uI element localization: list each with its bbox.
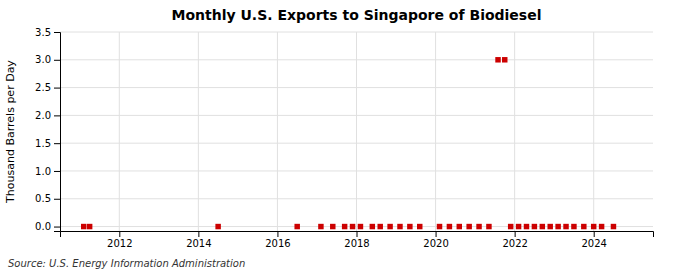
point (555, 224, 560, 229)
y-axis-tick: 1.5 (35, 138, 60, 149)
y-axis-tick-mark (54, 171, 60, 172)
y-axis-tick-label: 2.5 (35, 82, 51, 93)
point (581, 224, 586, 229)
point (87, 224, 92, 229)
x-axis-tick-label: 2014 (186, 238, 211, 249)
point (547, 224, 552, 229)
y-axis-tick: 0.5 (35, 193, 60, 204)
x-axis-tick: 2014 (186, 231, 211, 249)
point (466, 224, 471, 229)
x-axis-tick-label: 2018 (344, 238, 369, 249)
x-axis: 2012 2014 2016 2018 2020 2022 2024 (61, 231, 654, 249)
grid (60, 32, 653, 231)
point (447, 224, 452, 229)
y-axis-tick-label: 1.0 (35, 166, 51, 177)
point (81, 224, 86, 229)
x-axis-tick-label: 2020 (423, 238, 448, 249)
x-axis-tick-mark (198, 231, 199, 237)
x-axis-tick: 2024 (581, 231, 606, 249)
y-axis-tick-mark (54, 115, 60, 116)
point (476, 224, 481, 229)
point (540, 224, 545, 229)
x-axis-tick-label: 2012 (107, 238, 132, 249)
grid-line-x (198, 32, 199, 231)
y-axis-tick-mark (54, 199, 60, 200)
y-axis-tick: 1.0 (35, 166, 60, 177)
point (417, 224, 422, 229)
point (330, 224, 335, 229)
x-axis-tick-mark (436, 231, 437, 237)
x-axis-tick-mark (357, 231, 358, 237)
point (563, 224, 568, 229)
points (81, 57, 616, 229)
point (377, 224, 382, 229)
x-axis-tick: 2016 (265, 231, 290, 249)
x-axis-tick: 2012 (107, 231, 132, 249)
point (358, 224, 363, 229)
x-axis-tick-label: 2022 (502, 238, 527, 249)
grid-line-x (119, 32, 120, 231)
point (502, 57, 507, 62)
y-axis-tick: 2.0 (35, 110, 60, 121)
grid-line-x (277, 32, 278, 231)
point (508, 224, 513, 229)
point (532, 224, 537, 229)
y-axis-tick-label: 3.0 (35, 54, 51, 65)
y-axis-line (54, 33, 61, 232)
point (457, 224, 462, 229)
x-axis-tick-mark (277, 231, 278, 237)
y-axis: 0.0 0.5 1.0 1.5 2.0 2.5 3.0 3.5 (35, 27, 60, 233)
x-axis-line (61, 232, 654, 238)
x-axis-tick: 2022 (502, 231, 527, 249)
y-axis-tick: 2.5 (35, 82, 60, 93)
y-axis-tick: 0.0 (35, 221, 60, 232)
title: Monthly U.S. Exports to Singapore of Bio… (171, 7, 541, 23)
y-axis-tick-label: 1.5 (35, 138, 51, 149)
x-axis-tick-mark (515, 231, 516, 237)
point (294, 224, 299, 229)
point (437, 224, 442, 229)
x-axis-tick-label: 2016 (265, 238, 290, 249)
y-axis-tick: 3.5 (35, 27, 60, 38)
y-axis-tick-mark (54, 143, 60, 144)
point (495, 57, 500, 62)
point (215, 224, 220, 229)
point (591, 224, 596, 229)
point (397, 224, 402, 229)
grid-line-x (356, 32, 357, 231)
point (486, 224, 491, 229)
point (318, 224, 323, 229)
y-axis-tick-label: 0.5 (35, 193, 51, 204)
y-axis-tick-label: 2.0 (35, 110, 51, 121)
y-axis-tick-mark (54, 60, 60, 61)
grid-line-x (514, 32, 515, 231)
x-axis-tick-mark (119, 231, 120, 237)
chart: 2012 2014 2016 2018 2020 2022 2024 0.0 0.5 1.0 1.5… (0, 0, 675, 275)
x-axis-tick: 2018 (344, 231, 369, 249)
x-axis-tick: 2020 (423, 231, 448, 249)
y-axis-tick-mark (54, 227, 60, 228)
point (599, 224, 604, 229)
y-axis-tick-mark (54, 88, 60, 89)
point (571, 224, 576, 229)
point (350, 224, 355, 229)
plot-area: 2012 2014 2016 2018 2020 2022 2024 0.0 0.5 1.0 1.5… (35, 27, 653, 249)
point (524, 224, 529, 229)
point (407, 224, 412, 229)
annotation: Source: U.S. Energy Information Administ… (8, 258, 245, 269)
y-axis-title: Thousand Barrels per Day (4, 60, 17, 204)
point (516, 224, 521, 229)
y-axis-tick-label: 0.0 (35, 221, 51, 232)
point (387, 224, 392, 229)
point (370, 224, 375, 229)
y-axis-tick-mark (54, 32, 60, 33)
x-axis-tick-label: 2024 (581, 238, 606, 249)
x-axis-tick-mark (594, 231, 595, 237)
point (611, 224, 616, 229)
y-axis-tick-label: 3.5 (35, 27, 51, 38)
y-axis-tick: 3.0 (35, 54, 60, 65)
grid-line-x (593, 32, 594, 231)
grid-line-x (435, 32, 436, 231)
point (342, 224, 347, 229)
